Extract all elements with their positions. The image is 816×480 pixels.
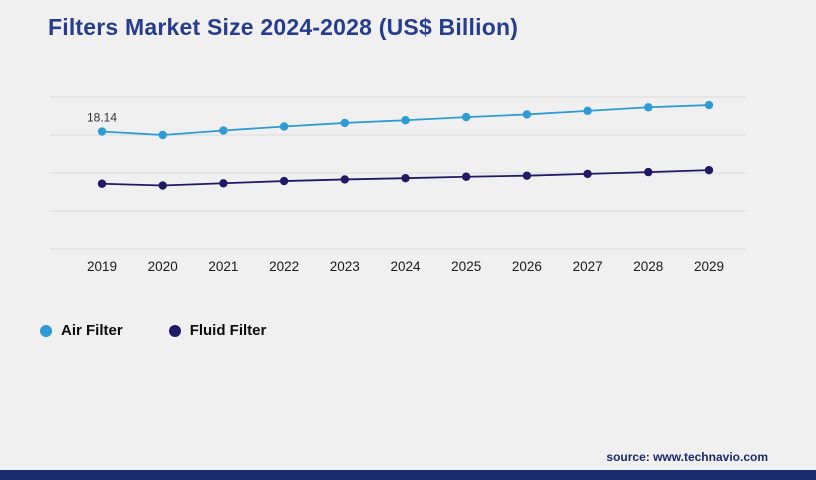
svg-text:2026: 2026 [512, 259, 542, 274]
fluid-filter-legend-dot-icon [168, 324, 181, 337]
svg-text:2021: 2021 [208, 259, 238, 274]
legend-item-air-filter: Air Filter [40, 322, 123, 339]
svg-text:2023: 2023 [330, 259, 360, 274]
svg-text:2025: 2025 [451, 259, 481, 274]
legend-label: Fluid Filter [189, 322, 267, 339]
svg-text:2022: 2022 [269, 259, 299, 274]
svg-text:18.14: 18.14 [87, 111, 117, 125]
legend-label: Air Filter [61, 322, 123, 339]
svg-text:2028: 2028 [633, 259, 663, 274]
air-filter-legend-dot-icon [40, 324, 52, 337]
svg-text:2019: 2019 [87, 259, 117, 274]
svg-text:2029: 2029 [694, 259, 724, 274]
page-title: Filters Market Size 2024-2028 (US$ Billi… [48, 14, 519, 40]
legend: Air Filter Fluid Filter [40, 322, 266, 339]
footer-bar [0, 470, 816, 480]
legend-item-fluid-filter: Fluid Filter [168, 322, 267, 339]
svg-text:2027: 2027 [573, 259, 603, 274]
svg-text:2024: 2024 [390, 259, 421, 274]
source-attribution: source: www.technavio.com [606, 450, 768, 464]
svg-text:2020: 2020 [148, 259, 178, 274]
chart-svg: 2019 2020 2021 2022 2023 2024 2025 2026 2027 2028… [50, 96, 746, 274]
